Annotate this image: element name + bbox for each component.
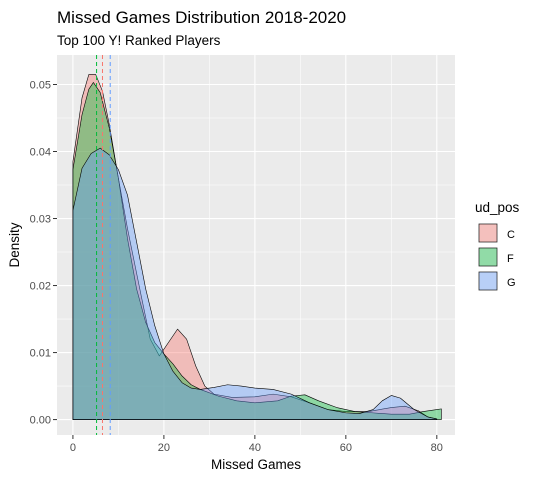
- x-tick-label: 40: [249, 442, 261, 454]
- y-tick-label: 0.00: [30, 415, 51, 427]
- legend-label-G: G: [507, 277, 516, 289]
- x-tick-label: 0: [70, 442, 76, 454]
- density-area-G: [72, 147, 438, 420]
- legend-key-background: [478, 247, 498, 267]
- legend-label-F: F: [507, 253, 514, 265]
- legend-label-C: C: [507, 229, 515, 241]
- chart-subtitle: Top 100 Y! Ranked Players: [57, 33, 221, 48]
- y-axis-title: Density: [7, 222, 22, 267]
- y-tick-label: 0.04: [30, 147, 51, 159]
- y-tick-label: 0.05: [30, 79, 51, 91]
- legend-key-background: [478, 271, 498, 291]
- plot-panel: [57, 55, 455, 435]
- legend-title: ud_pos: [475, 200, 520, 215]
- y-axis: 0.00 0.01 0.02 0.03 0.04 0.05: [30, 79, 57, 427]
- legend-key-F: [478, 247, 498, 267]
- legend-key-C: [478, 223, 498, 243]
- minor-gridlines: [57, 55, 455, 435]
- legend-key-background: [478, 223, 498, 243]
- chart-title: Missed Games Distribution 2018-2020: [57, 8, 346, 27]
- x-tick-label: 80: [431, 442, 443, 454]
- y-tick-label: 0.01: [30, 348, 51, 360]
- legend-key-G: [478, 271, 498, 291]
- x-axis-title: Missed Games: [211, 457, 301, 472]
- legend: ud_pos CFG: [475, 200, 520, 291]
- mean-lines: [96, 55, 111, 435]
- x-tick-label: 60: [340, 442, 352, 454]
- y-tick-label: 0.03: [30, 214, 51, 226]
- x-axis: 0 20 40 60 80: [70, 435, 443, 454]
- y-tick-label: 0.02: [30, 281, 51, 293]
- density-area-C: [72, 74, 438, 420]
- x-tick-label: 20: [158, 442, 170, 454]
